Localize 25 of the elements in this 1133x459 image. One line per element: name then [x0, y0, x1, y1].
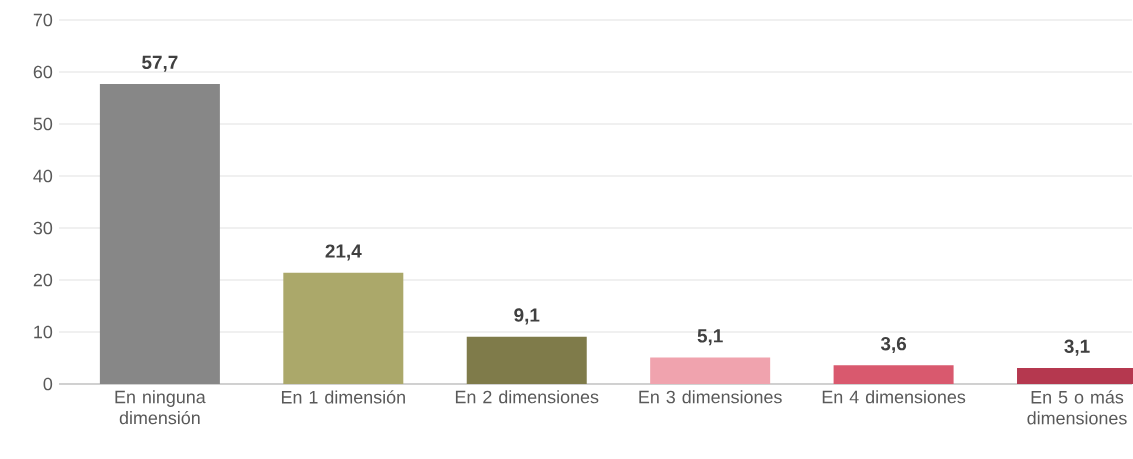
data-label: 57,7: [142, 55, 178, 72]
y-tick-label: 50: [33, 117, 53, 131]
x-tick-label: En 3 dimensiones: [639, 390, 782, 404]
x-tick-label: En 2 dimensiones: [455, 390, 599, 404]
data-label: 3,6: [880, 336, 907, 354]
bar: [650, 357, 771, 384]
bar: [283, 272, 404, 384]
y-tick-label: 10: [34, 325, 53, 339]
bar: [99, 83, 220, 384]
y-tick-label: 30: [33, 221, 53, 235]
data-label: 5,1: [697, 329, 723, 346]
bar: [833, 365, 954, 384]
x-tick-label: En 4 dimensiones: [822, 390, 966, 404]
x-tick-label: En 1 dimensión: [281, 390, 405, 404]
x-tick-label: En 5 o más dimensiones: [1027, 390, 1127, 425]
y-tick-label: 20: [33, 273, 53, 287]
x-tick-label: En ninguna dimensión: [115, 390, 206, 425]
y-tick-label: 70: [33, 13, 53, 27]
y-tick-label: 40: [33, 169, 53, 183]
data-label: 21,4: [325, 244, 362, 261]
y-tick-label: 0: [43, 377, 53, 391]
bar: [466, 336, 587, 384]
data-label: 3,1: [1064, 339, 1090, 356]
data-label: 9,1: [514, 308, 540, 325]
y-tick-label: 60: [33, 65, 53, 79]
